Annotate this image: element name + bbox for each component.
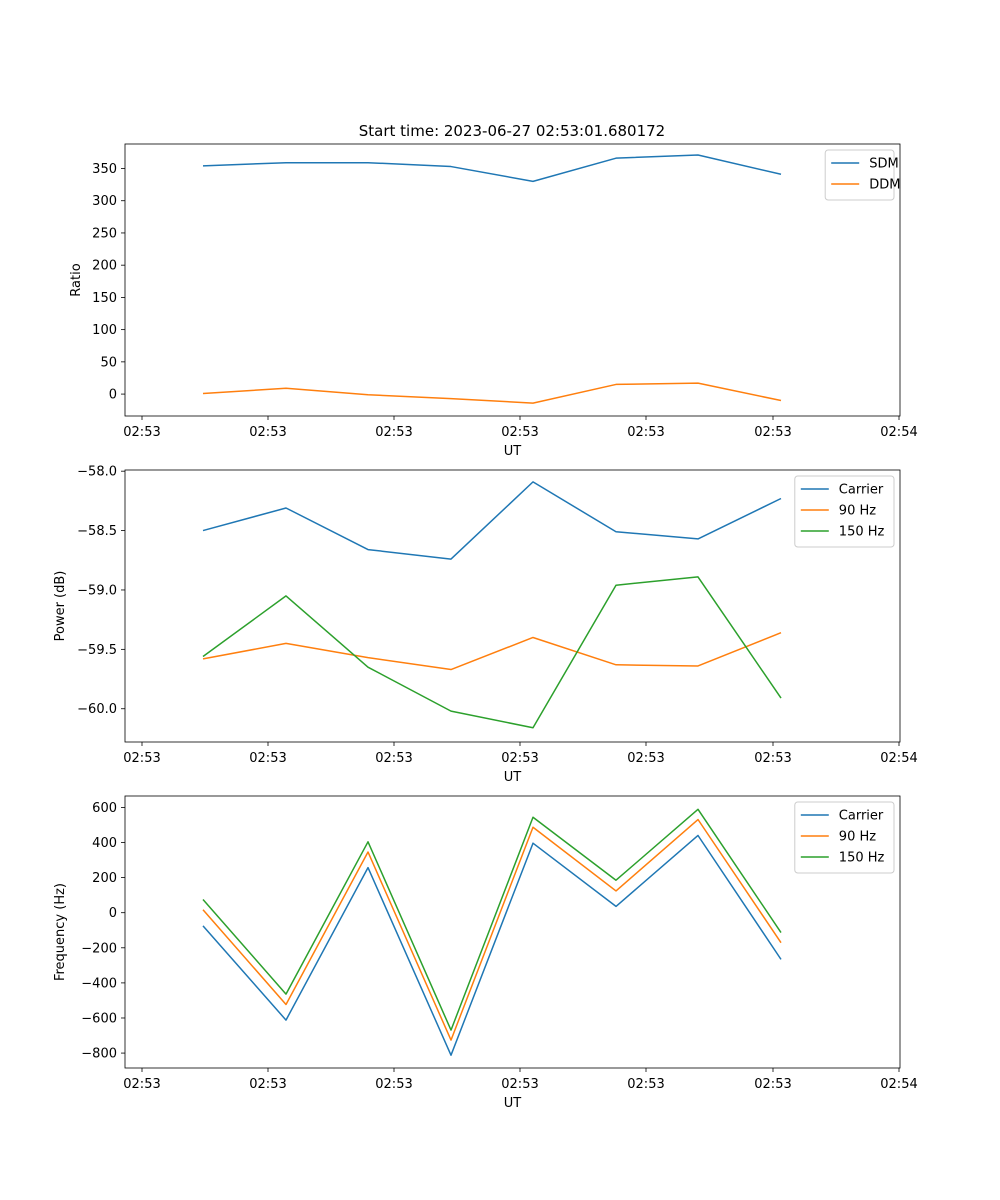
legend-label: 90 Hz: [839, 504, 876, 519]
legend-box: [794, 801, 895, 874]
series-line-sdm: [202, 154, 782, 183]
legend-label: SDM: [869, 157, 898, 172]
legend-label: Carrier: [839, 483, 884, 498]
y-tick-label: 200: [92, 259, 117, 274]
y-tick-label: −58.5: [77, 524, 117, 539]
x-tick-label: 02:53: [754, 751, 791, 766]
legend-label: 90 Hz: [839, 830, 876, 845]
panel-3: 02:53 02:53 02:53 02:53 02:53 02:53 02:54 −800 −…: [53, 795, 918, 1111]
panel-2: 02:53 02:53 02:53 02:53 02:53 02:53 02:54 −60.0…: [53, 465, 918, 785]
y-tick-label: −59.0: [77, 583, 117, 598]
y-tick-label: 250: [92, 226, 117, 241]
legend-label: Carrier: [839, 809, 884, 824]
x-tick-label: 02:53: [123, 425, 160, 440]
series-line-90-hz: [202, 632, 782, 671]
y-tick-label: −600: [81, 1011, 117, 1026]
x-tick-label: 02:53: [627, 425, 664, 440]
y-tick-label: 50: [100, 355, 117, 370]
axes-frame: [124, 469, 901, 743]
y-tick-label: 350: [92, 162, 117, 177]
x-tick-label: 02:53: [754, 425, 791, 440]
x-tick-label: 02:53: [754, 1077, 791, 1092]
x-axis-label: UT: [504, 770, 522, 785]
x-axis-label: UT: [504, 1096, 522, 1111]
axes-frame: [124, 795, 901, 1069]
x-tick-label: 02:53: [123, 751, 160, 766]
series-line-150-hz: [202, 576, 782, 729]
series-line-carrier: [202, 481, 782, 560]
x-axis-label: UT: [504, 444, 522, 459]
y-axis-label: Ratio: [69, 263, 84, 296]
legend-label: DDM: [869, 178, 900, 193]
y-tick-label: 600: [92, 801, 117, 816]
x-tick-label: 02:54: [880, 425, 917, 440]
y-axis-label: Frequency (Hz): [53, 883, 68, 981]
x-tick-label: 02:53: [501, 751, 538, 766]
y-tick-label: 150: [92, 291, 117, 306]
y-tick-label: −800: [81, 1047, 117, 1062]
y-tick-label: −58.0: [77, 465, 117, 480]
x-tick-label: 02:53: [375, 425, 412, 440]
x-tick-label: 02:53: [249, 751, 286, 766]
axes-frame: [124, 143, 901, 417]
x-tick-label: 02:53: [375, 751, 412, 766]
legend-box: [794, 475, 895, 548]
x-tick-label: 02:53: [123, 1077, 160, 1092]
x-tick-label: 02:53: [501, 1077, 538, 1092]
series-line-150-hz: [202, 808, 782, 1031]
x-tick-label: 02:53: [627, 1077, 664, 1092]
panel-1: 02:53 02:53 02:53 02:53 02:53 02:53 02:54 0 50 10…: [69, 143, 918, 459]
y-tick-label: 0: [109, 906, 117, 921]
y-tick-label: 0: [109, 388, 117, 403]
legend: Carrier 90 Hz 150 Hz: [794, 475, 895, 548]
x-tick-label: 02:54: [880, 1077, 917, 1092]
legend-label: 150 Hz: [839, 851, 885, 866]
x-tick-label: 02:53: [627, 751, 664, 766]
legend: Carrier 90 Hz 150 Hz: [794, 801, 895, 874]
x-tick-label: 02:54: [880, 751, 917, 766]
y-tick-label: 100: [92, 323, 117, 338]
figure-title: Start time: 2023-06-27 02:53:01.680172: [359, 122, 665, 140]
legend-label: 150 Hz: [839, 525, 885, 540]
x-tick-label: 02:53: [249, 425, 286, 440]
y-tick-label: 400: [92, 836, 117, 851]
y-tick-label: −59.5: [77, 643, 117, 658]
x-tick-label: 02:53: [501, 425, 538, 440]
y-tick-label: 300: [92, 194, 117, 209]
series-line-90-hz: [202, 818, 782, 1041]
series-line-ddm: [202, 382, 782, 404]
legend: SDM DDM: [824, 149, 900, 201]
y-tick-label: −400: [81, 976, 117, 991]
series-line-carrier: [202, 834, 782, 1056]
y-tick-label: −60.0: [77, 702, 117, 717]
x-tick-label: 02:53: [375, 1077, 412, 1092]
x-tick-label: 02:53: [249, 1077, 286, 1092]
y-tick-label: −200: [81, 941, 117, 956]
y-axis-label: Power (dB): [53, 571, 68, 642]
y-tick-label: 200: [92, 871, 117, 886]
